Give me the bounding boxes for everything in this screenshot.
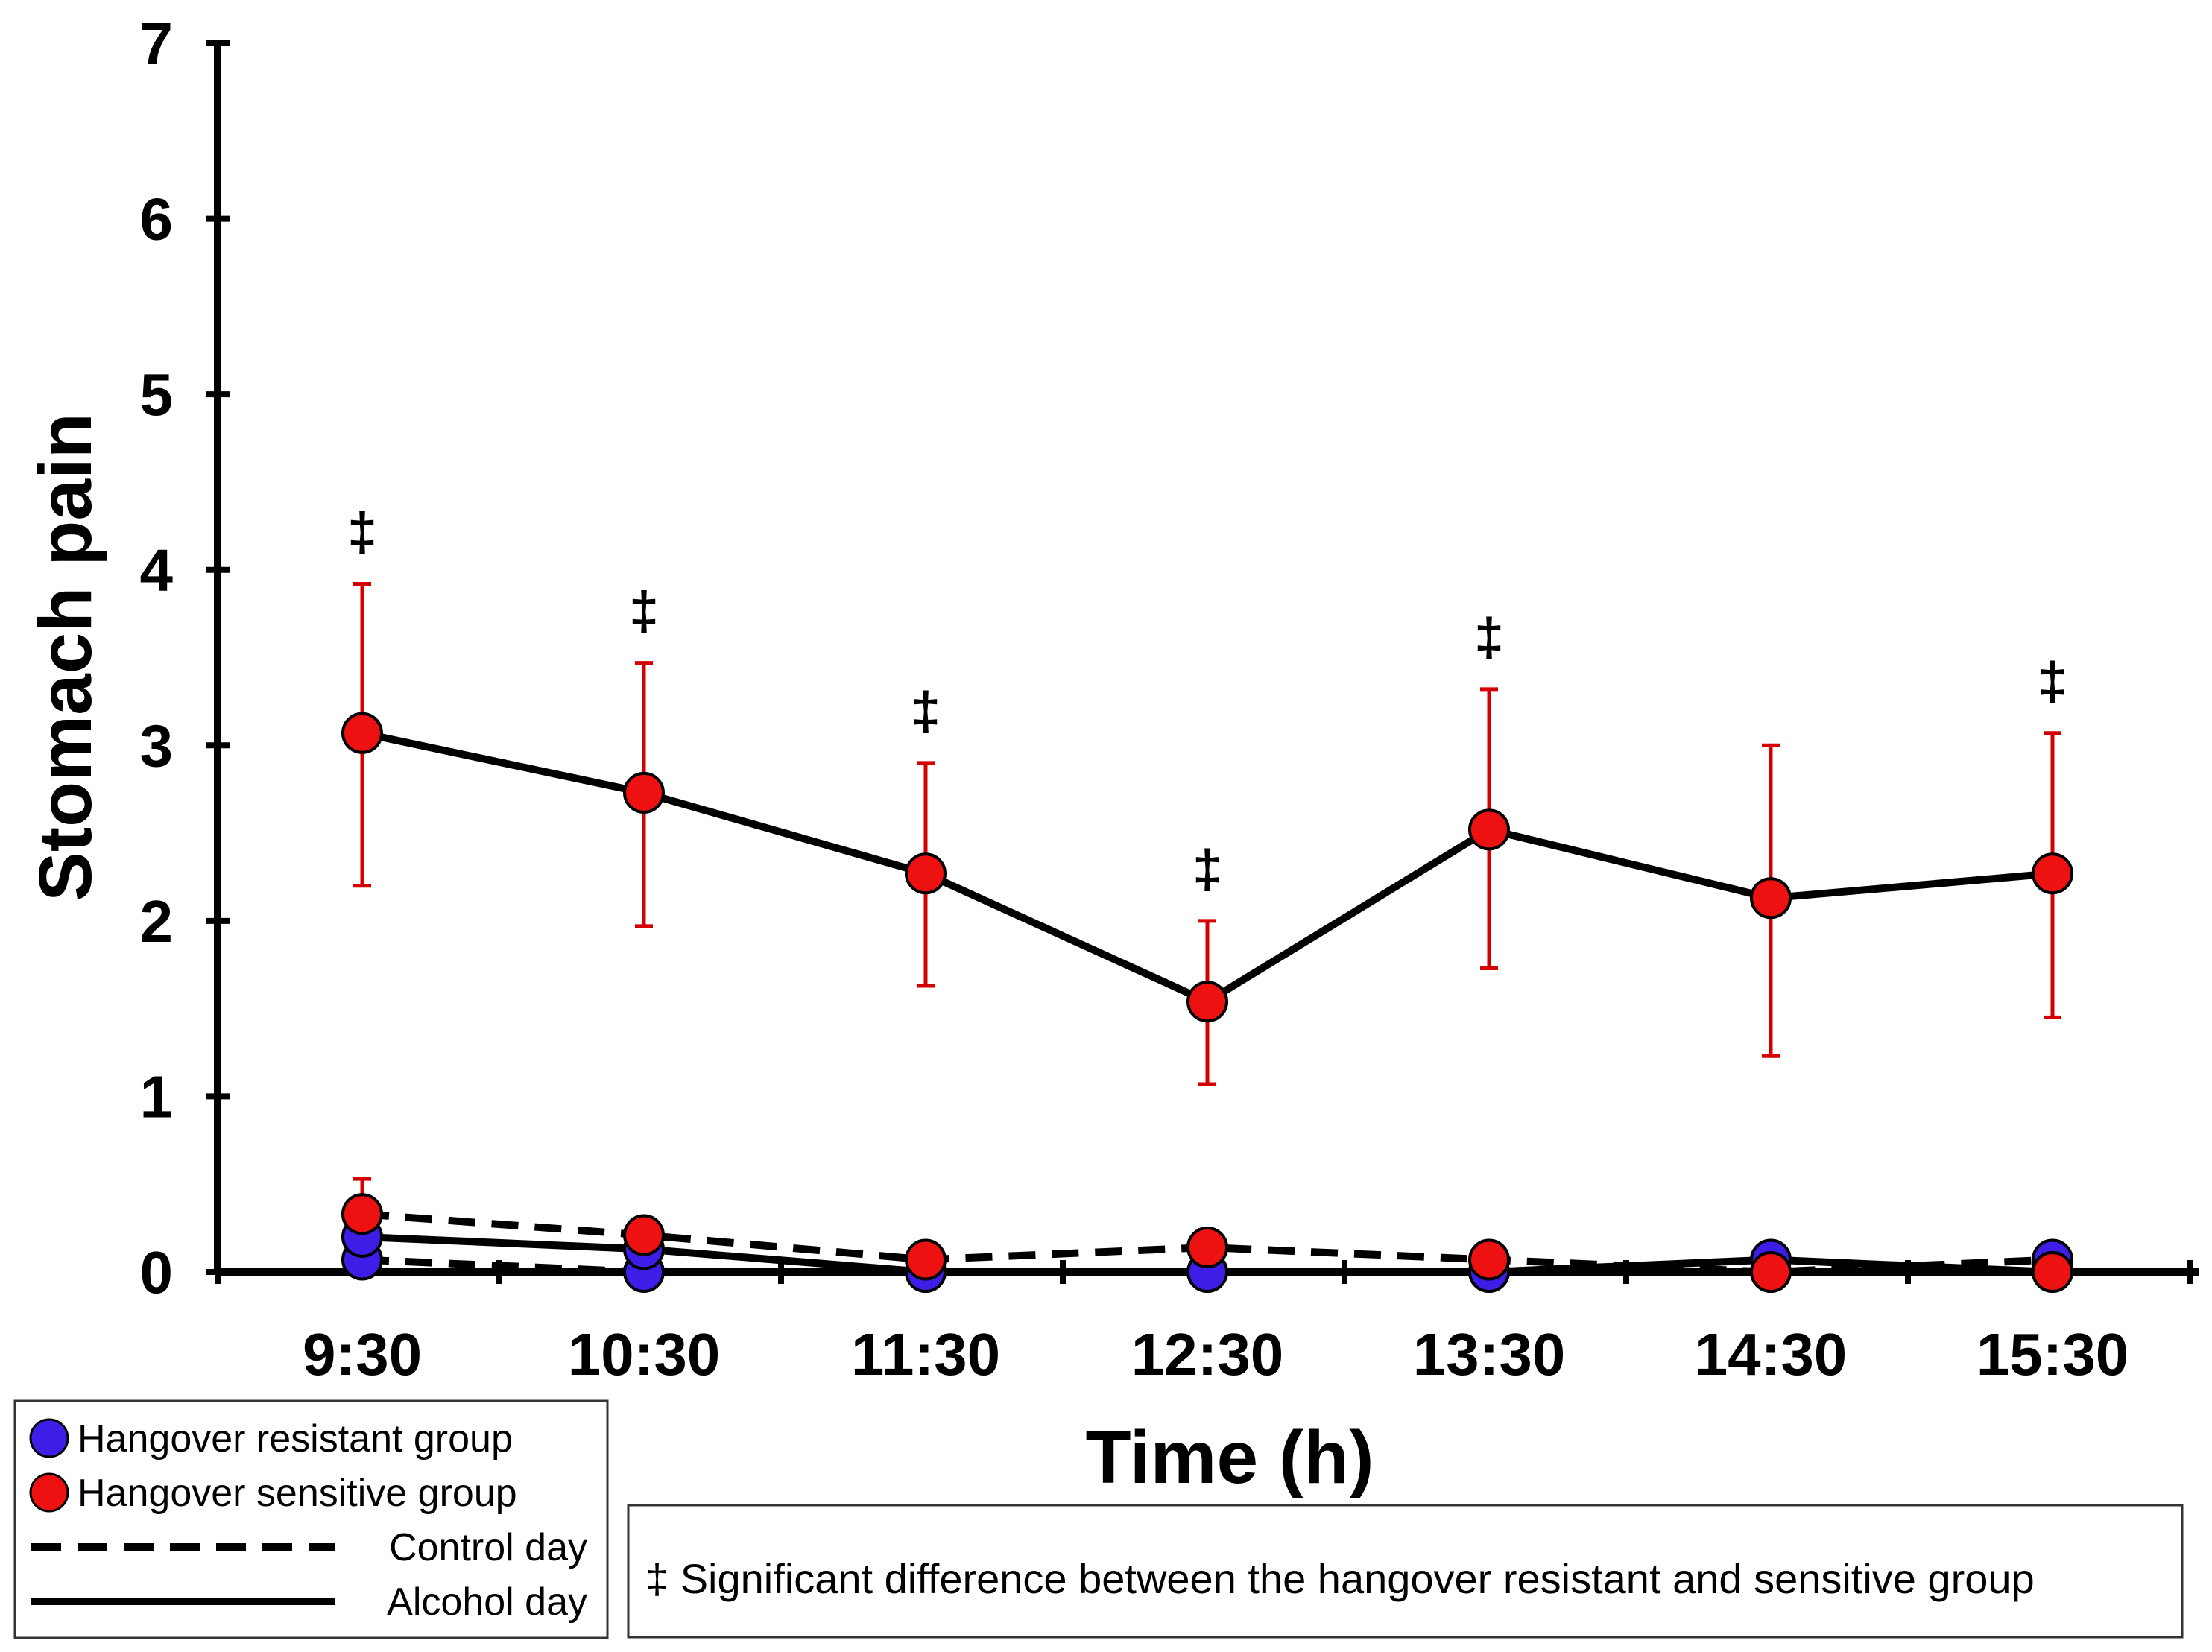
legend: Hangover resistant group Hangover sensiti… bbox=[13, 1399, 609, 1639]
x-tick-label: 15:30 bbox=[1976, 1321, 2129, 1387]
data-point-sensitive-control bbox=[1468, 1238, 1510, 1281]
data-point-sensitive-control bbox=[623, 1214, 665, 1256]
data-point-sensitive-alcohol bbox=[905, 852, 947, 895]
data-point-sensitive-control bbox=[1750, 1251, 1792, 1293]
x-axis-title: Time (h) bbox=[1085, 1416, 1374, 1499]
data-point-sensitive-alcohol bbox=[1750, 877, 1792, 920]
significance-mark: ‡ bbox=[1474, 608, 1504, 668]
y-tick-label: 6 bbox=[140, 186, 174, 253]
x-tick-label: 10:30 bbox=[568, 1321, 721, 1387]
x-tick-label: 11:30 bbox=[851, 1321, 1000, 1387]
x-tick-label: 14:30 bbox=[1695, 1321, 1848, 1387]
legend-label: Alcohol day bbox=[387, 1580, 587, 1624]
data-point-sensitive-control bbox=[341, 1193, 383, 1235]
y-tick-label: 1 bbox=[140, 1063, 174, 1130]
data-point-sensitive-alcohol bbox=[1186, 981, 1228, 1023]
significance-mark: ‡ bbox=[347, 503, 377, 563]
y-tick-label: 3 bbox=[140, 712, 174, 779]
significance-marks: ‡ ‡ ‡ ‡ ‡ ‡ bbox=[347, 503, 2067, 899]
y-tick-label: 5 bbox=[140, 361, 174, 428]
x-tick-label: 12:30 bbox=[1131, 1321, 1284, 1387]
axes bbox=[206, 40, 2199, 1284]
data-point-sensitive-alcohol bbox=[623, 771, 665, 814]
legend-marker-sensitive bbox=[29, 1472, 69, 1513]
significance-note: ‡ Significant difference between the han… bbox=[627, 1504, 2184, 1639]
y-axis-title: Stomach pain bbox=[24, 413, 107, 902]
y-tick-label: 0 bbox=[140, 1239, 174, 1306]
data-point-sensitive-alcohol bbox=[2032, 852, 2073, 895]
note-text: ‡ Significant difference between the han… bbox=[645, 1555, 2035, 1602]
data-point-sensitive-control bbox=[2032, 1251, 2073, 1293]
x-tick-label: 13:30 bbox=[1413, 1321, 1566, 1387]
data-point-sensitive-control bbox=[905, 1238, 947, 1281]
significance-mark: ‡ bbox=[911, 682, 941, 741]
y-tick-label: 2 bbox=[140, 888, 174, 955]
significance-mark: ‡ bbox=[629, 582, 659, 642]
data-point-sensitive-control bbox=[1186, 1227, 1228, 1269]
error-bars bbox=[353, 582, 2061, 1270]
y-tick-label: 7 bbox=[140, 10, 174, 77]
data-point-sensitive-alcohol bbox=[1468, 808, 1510, 851]
data-points bbox=[341, 712, 2073, 1293]
x-tick-label: 9:30 bbox=[303, 1321, 422, 1387]
legend-label: Hangover resistant group bbox=[78, 1417, 513, 1460]
y-tick-label: 4 bbox=[140, 537, 174, 604]
data-point-sensitive-alcohol bbox=[341, 712, 383, 754]
significance-mark: ‡ bbox=[1192, 840, 1222, 899]
note-box bbox=[627, 1504, 2184, 1639]
significance-mark: ‡ bbox=[2038, 652, 2067, 712]
axis-labels: 0 1 2 3 4 5 6 7 9:30 10:30 11:30 12:30 13:30 14:30 15:… bbox=[24, 10, 2129, 1499]
legend-label: Control day bbox=[389, 1526, 587, 1569]
legend-label: Hangover sensitive group bbox=[78, 1472, 517, 1515]
legend-marker-resistant bbox=[29, 1418, 69, 1458]
